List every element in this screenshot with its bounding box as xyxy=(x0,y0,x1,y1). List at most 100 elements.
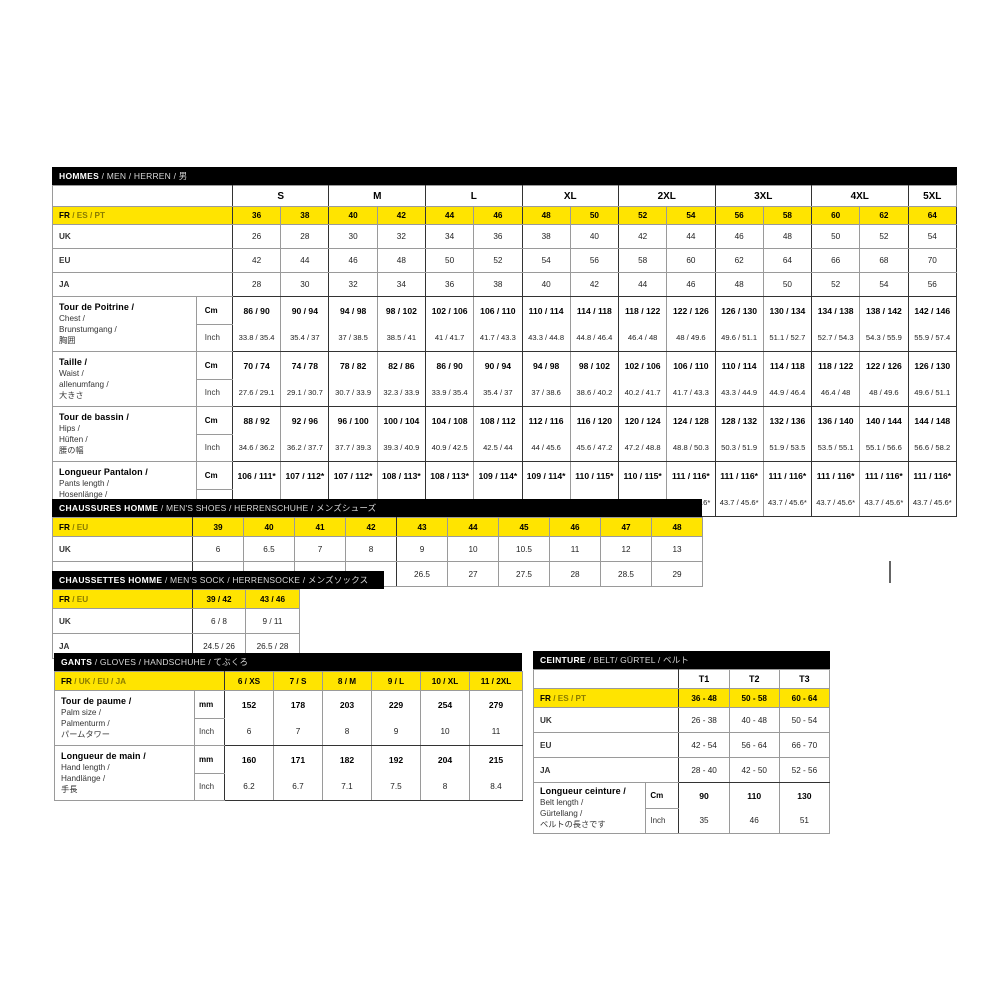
gloves-section: GANTS / GLOVES / HANDSCHUHE / てぶくろ FR / … xyxy=(54,653,523,801)
belt-size-header-row: T1 T2 T3 xyxy=(532,669,831,689)
men-measure-cell: 49.6 / 51.1 xyxy=(907,379,957,407)
measure-label-fr: Taille / xyxy=(59,357,88,367)
shoes-title-main: CHAUSSURES HOMME xyxy=(59,503,159,513)
unit-mm: mm xyxy=(194,690,225,719)
men-title-sub: / MEN / HERREN / 男 xyxy=(99,171,188,181)
men-measure-cell: 122 / 126 xyxy=(666,296,716,324)
men-cell: 48 xyxy=(762,224,813,249)
men-measure-cell: 110 / 115* xyxy=(569,461,620,489)
gloves-header-label: FR / UK / EU / JA xyxy=(54,671,225,691)
gloves-measure-cell: 279 xyxy=(469,690,523,718)
measure-label-de: Hosenlänge / xyxy=(59,490,108,499)
men-cell: 64 xyxy=(907,206,957,225)
men-section-header: HOMMES / MEN / HERREN / 男 xyxy=(52,167,957,185)
size-group-2XL: 2XL xyxy=(618,185,716,207)
men-cell: 44 xyxy=(666,224,716,249)
row-label-primary: UK xyxy=(59,232,71,241)
men-cell: 50 xyxy=(569,206,620,225)
men-cell: 38 xyxy=(473,272,523,297)
belt-measure-cell: 90 xyxy=(678,782,730,808)
gloves-measure-cell: 6.7 xyxy=(273,773,323,801)
shoes-row-UK: UK 6 6.5 7 8 9 10 10.5 11 12 13 xyxy=(52,536,703,562)
belt-cell: 52 - 56 xyxy=(778,757,831,783)
gloves-measure-cell: 178 xyxy=(273,690,323,718)
socks-row-label-FR: FR / EU xyxy=(52,589,193,609)
shoes-cell: 39 xyxy=(192,517,244,537)
shoes-row-label-FR: FR / EU xyxy=(52,517,193,537)
belt-row-label-UK: UK xyxy=(532,707,680,733)
shoes-cell: 9 xyxy=(396,536,448,562)
gloves-measure-cell: 10 xyxy=(420,718,470,746)
measure-label-en: Chest / xyxy=(59,314,85,323)
men-measure-cell: 134 / 138 xyxy=(810,296,861,324)
shoes-cell: 10.5 xyxy=(498,536,550,562)
gloves-measure-cell: 152 xyxy=(224,690,274,718)
men-row-label-UK: UK xyxy=(52,224,233,249)
men-measure-cell: 102 / 106 xyxy=(617,351,668,379)
shoes-size-table: FR / EU 39 40 41 42 43 44 45 46 47 48 UK 6 6.5 7 8 9 10 10… xyxy=(52,517,703,587)
gloves-measure-inch-row: Inch 6.2 6.7 7.1 7.5 8 8.4 xyxy=(55,772,523,801)
unit-cm: Cm xyxy=(195,406,233,435)
men-measure-cell: 110 / 114 xyxy=(714,351,764,379)
men-cell: 52 xyxy=(473,248,523,273)
men-row-FR: FR / ES / PT 36 38 40 42 44 46 48 50 52 54 56 58 60 62… xyxy=(52,206,957,225)
unit-cm: Cm xyxy=(195,461,233,490)
shoes-section: CHAUSSURES HOMME / MEN'S SHOES / HERRENS… xyxy=(52,499,703,587)
men-measure-cell: 107 / 112* xyxy=(328,461,378,489)
measure-label-en: Hips / xyxy=(59,424,80,433)
belt-row-JA: JA 28 - 40 42 - 50 52 - 56 xyxy=(532,757,831,783)
men-measure-cell: 110 / 115* xyxy=(617,461,668,489)
measure-label-de: Brunstumgang / xyxy=(59,325,117,334)
men-measure-cell: 111 / 116* xyxy=(714,461,764,489)
men-cell: 68 xyxy=(859,248,909,273)
men-cell: 52 xyxy=(810,272,861,297)
gloves-measure-cell: 7.5 xyxy=(371,773,421,801)
men-measure-cell: 56.6 / 58.2 xyxy=(907,434,957,462)
men-cell: 50 xyxy=(810,224,861,249)
men-row-label-JA: JA xyxy=(52,272,233,297)
unit-cm: Cm xyxy=(645,782,680,809)
shoes-cell: 26.5 xyxy=(396,561,448,587)
shoes-cell: 8 xyxy=(345,536,397,562)
shoes-cell: 27.5 xyxy=(498,561,550,587)
men-cell: 40 xyxy=(328,206,378,225)
men-measure-cell: 55.1 / 56.6 xyxy=(859,434,909,462)
men-measure-inch-row: Inch 33.8 / 35.4 35.4 / 37 37 / 38.5 38.5 / … xyxy=(53,323,957,352)
belt-cell: 50 - 58 xyxy=(728,688,780,708)
men-cell: 28 xyxy=(231,272,282,297)
stray-tick-mark xyxy=(889,561,891,583)
measure-label-ja: 腰の幅 xyxy=(59,445,84,455)
gloves-measure-cell: 171 xyxy=(273,745,323,773)
men-measure-inch-row: Inch 27.6 / 29.1 29.1 / 30.7 30.7 / 33.9 32.… xyxy=(53,378,957,407)
men-cell: 32 xyxy=(376,224,426,249)
men-measure-cell: 42.5 / 44 xyxy=(473,434,523,462)
men-cell: 30 xyxy=(280,272,330,297)
unit-inch: Inch xyxy=(195,378,233,407)
men-cell: 42 xyxy=(569,272,620,297)
men-measure-cell: 142 / 146 xyxy=(907,296,957,324)
socks-row-label-UK: UK xyxy=(52,608,193,634)
men-measure-cell: 49.6 / 51.1 xyxy=(714,324,764,352)
men-cell: 62 xyxy=(714,248,764,273)
men-measure-cell: 46.4 / 48 xyxy=(810,379,861,407)
men-cell: 48 xyxy=(521,206,571,225)
measure-label-fr: Tour de Poitrine / xyxy=(59,302,135,312)
measure-label-de: Handlänge / xyxy=(61,774,106,783)
belt-cell: 56 - 64 xyxy=(728,732,780,758)
belt-cell: 36 - 48 xyxy=(678,688,730,708)
shoes-cell: 41 xyxy=(294,517,346,537)
men-row-label-EU: EU xyxy=(52,248,233,273)
men-cell: 36 xyxy=(231,206,282,225)
gloves-measure-mm-row: Longueur de main / Hand length / Handlänge… xyxy=(54,745,523,801)
size-group-5XL: 5XL xyxy=(907,185,957,207)
measure-label: Tour de paume / Palm size / Palmenturm / パー… xyxy=(54,690,195,746)
unit-inch: Inch xyxy=(194,772,225,801)
men-measure-cell: 41.7 / 43.3 xyxy=(666,379,716,407)
men-measure-cell: 74 / 78 xyxy=(280,351,330,379)
unit-inch: Inch xyxy=(195,433,233,462)
measure-label-fr: Longueur de main / xyxy=(61,751,146,761)
shoes-cell: 7 xyxy=(294,536,346,562)
men-measure-cell: 44.9 / 46.4 xyxy=(762,379,813,407)
men-measure-cell: 118 / 122 xyxy=(810,351,861,379)
men-measure-cell: 35.4 / 37 xyxy=(280,324,330,352)
